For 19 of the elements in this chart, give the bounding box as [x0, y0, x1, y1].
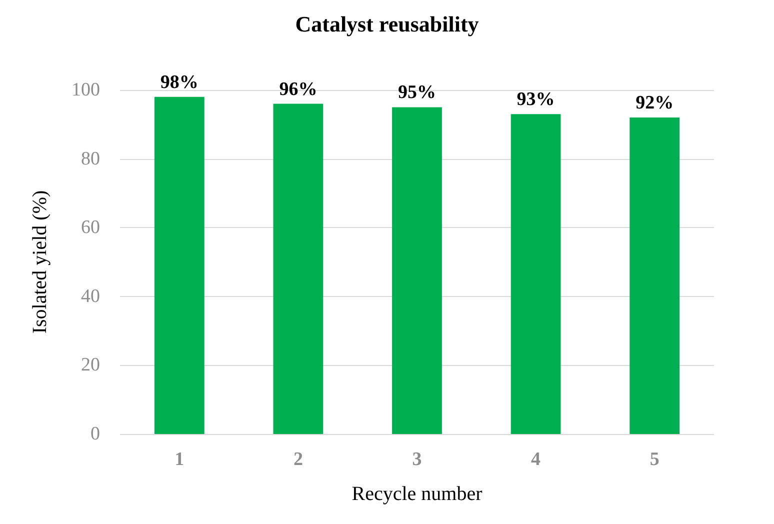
data-label: 98%: [160, 72, 198, 93]
x-axis-title: Recycle number: [352, 483, 483, 505]
y-axis-title: Isolated yield (%): [29, 190, 51, 334]
data-label: 93%: [516, 89, 555, 110]
x-tick-label: 3: [412, 449, 422, 470]
data-label: 96%: [279, 78, 318, 100]
x-tick-label: 5: [650, 449, 660, 470]
y-tick-label: 20: [81, 354, 100, 376]
chart-title: Catalyst reusability: [295, 12, 479, 36]
x-tick-label: 1: [174, 449, 184, 470]
y-tick-label: 80: [81, 148, 100, 170]
x-tick-label: 2: [293, 449, 303, 470]
y-tick-label: 0: [90, 424, 100, 444]
y-tick-label: 40: [81, 286, 100, 307]
data-label: 95%: [398, 82, 436, 104]
y-tick-label: 100: [72, 80, 100, 100]
data-label: 92%: [636, 92, 674, 114]
x-tick-label: 4: [531, 449, 542, 470]
y-tick-label: 60: [81, 217, 100, 238]
